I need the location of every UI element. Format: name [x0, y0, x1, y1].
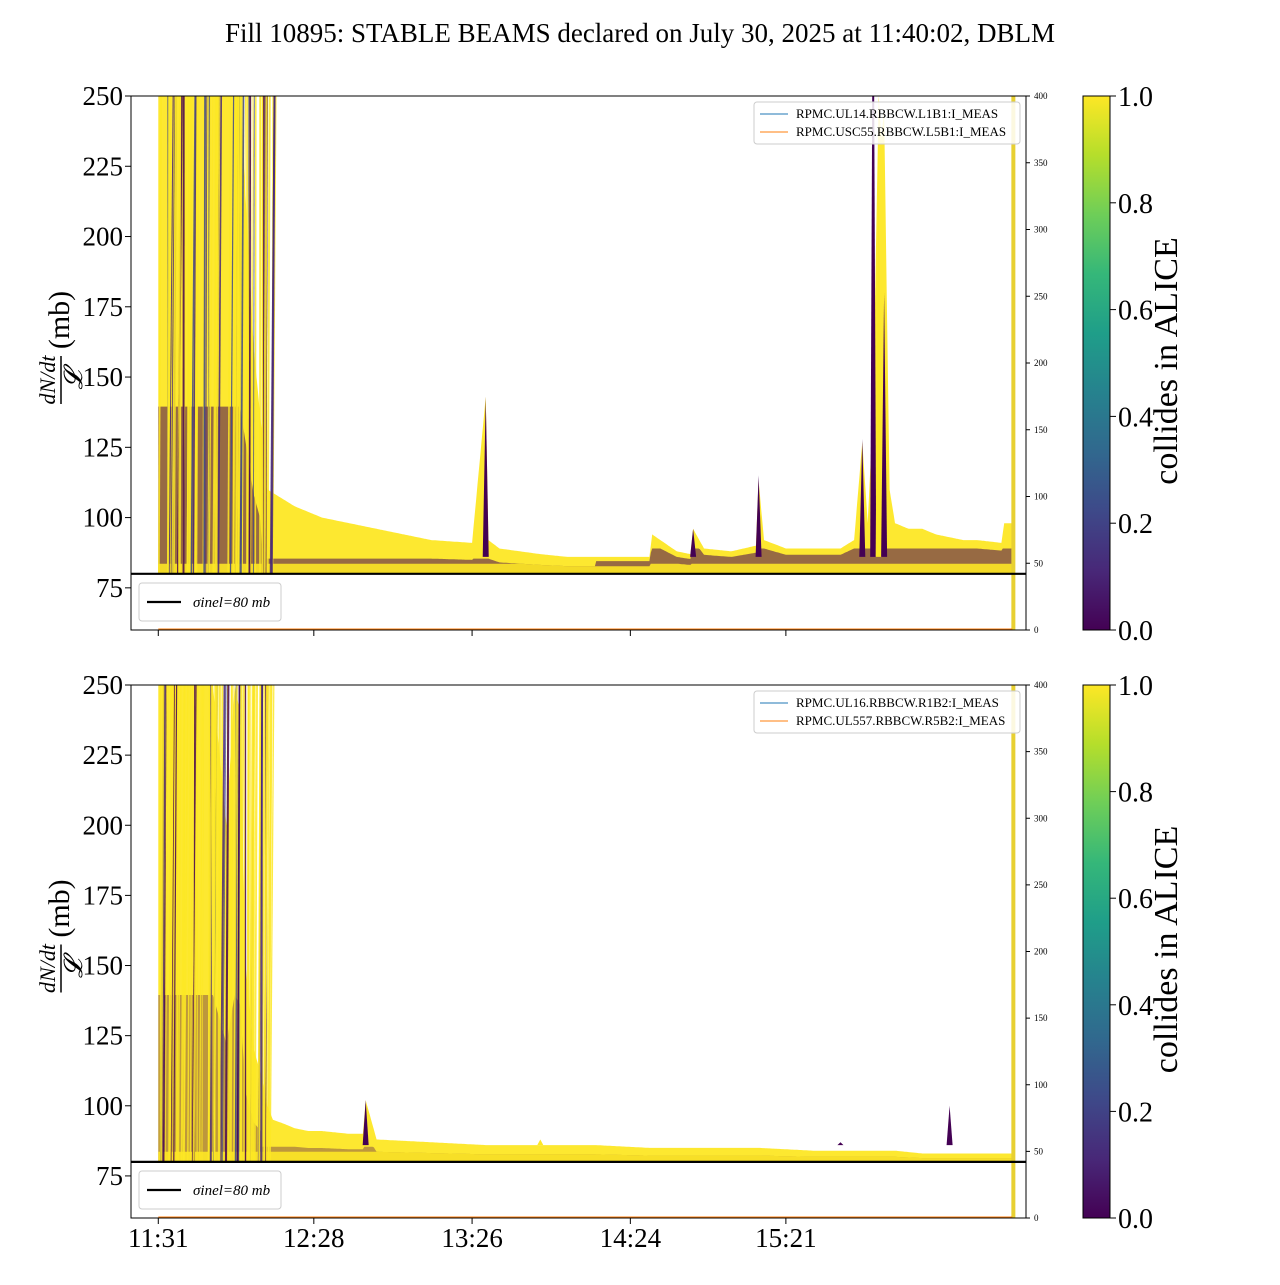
colorbar-tick-label: 0.2 — [1118, 509, 1153, 540]
early-trace — [250, 96, 251, 574]
y-tick-label: 125 — [83, 1021, 124, 1051]
legend-entry: RPMC.USC55.RBBCW.L5B1:I_MEAS — [796, 124, 1006, 139]
colorbar — [1083, 685, 1110, 1218]
y-tick-label: 175 — [83, 880, 124, 910]
y-tick-label: 75 — [96, 1161, 123, 1191]
y-tick-label: 75 — [96, 573, 123, 603]
x-tick-label: 13:26 — [441, 1223, 503, 1253]
early-trace — [219, 685, 220, 1162]
secondary-y-tick-label: 100 — [1034, 492, 1048, 502]
secondary-y-tick-label: 0 — [1034, 625, 1039, 635]
early-trace — [203, 96, 204, 574]
secondary-y-tick-label: 0 — [1034, 1213, 1039, 1223]
secondary-y-tick-label: 300 — [1034, 225, 1048, 235]
secondary-y-tick-label: 300 — [1034, 813, 1048, 823]
sigma-legend-label: σinel=80 mb — [193, 1183, 271, 1199]
x-tick-label: 12:28 — [283, 1223, 345, 1253]
early-trace — [220, 685, 221, 1162]
y-label-numerator: dN/dt — [35, 943, 60, 993]
early-trace — [240, 685, 241, 1162]
secondary-y-tick-label: 350 — [1034, 747, 1048, 757]
secondary-y-tick-label: 350 — [1034, 158, 1048, 168]
top-panel: 75 100 125 150 175 200 225 250 0 50 100 150 200 250 30… — [35, 0, 1185, 647]
secondary-y-tick-label: 50 — [1034, 558, 1044, 568]
y-tick-label: 200 — [83, 222, 124, 252]
colorbar-tick-label: 1.0 — [1118, 82, 1153, 113]
figure-title: Fill 10895: STABLE BEAMS declared on Jul… — [0, 18, 1280, 49]
end-marker — [1011, 685, 1015, 1218]
y-label-unit: (mb) — [43, 879, 76, 937]
legend-entry: RPMC.UL14.RBBCW.L1B1:I_MEAS — [796, 106, 998, 121]
y-tick-label: 125 — [83, 432, 124, 462]
early-trace — [260, 96, 261, 574]
y-tick-label: 225 — [83, 740, 124, 770]
colorbar-label: collides in ALICE — [1148, 826, 1185, 1073]
colorbar-tick-label: 0.0 — [1118, 1204, 1153, 1235]
y-tick-label: 175 — [83, 292, 124, 322]
early-trace — [204, 96, 205, 574]
colorbar-tick-label: 1.0 — [1118, 671, 1153, 702]
y-tick-label: 200 — [83, 810, 124, 840]
secondary-y-tick-label: 50 — [1034, 1146, 1044, 1156]
secondary-y-tick-label: 250 — [1034, 291, 1048, 301]
x-tick-label: 14:24 — [600, 1223, 662, 1253]
early-trace — [255, 96, 256, 574]
y-tick-label: 225 — [83, 151, 124, 181]
secondary-y-tick-label: 200 — [1034, 358, 1048, 368]
colorbar-tick-label: 0.0 — [1118, 616, 1153, 647]
y-tick-label: 150 — [83, 951, 124, 981]
y-label-numerator: dN/dt — [35, 355, 60, 405]
y-tick-label: 100 — [83, 503, 124, 533]
end-marker — [1011, 96, 1015, 630]
sigma-legend-label: σinel=80 mb — [193, 595, 271, 611]
y-tick-label: 250 — [83, 670, 124, 700]
secondary-y-tick-label: 400 — [1034, 91, 1048, 101]
secondary-y-tick-label: 150 — [1034, 425, 1048, 435]
early-trace — [209, 685, 210, 1162]
colorbar-tick-label: 0.8 — [1118, 189, 1153, 220]
y-label-unit: (mb) — [43, 291, 76, 349]
x-tick-label: 15:21 — [755, 1223, 817, 1253]
legend-entry: RPMC.UL16.RBBCW.R1B2:I_MEAS — [796, 695, 999, 710]
early-trace — [179, 96, 180, 574]
secondary-y-tick-label: 200 — [1034, 947, 1048, 957]
secondary-y-tick-label: 150 — [1034, 1013, 1048, 1023]
early-trace — [259, 685, 260, 1162]
early-trace — [188, 96, 189, 574]
secondary-y-tick-label: 100 — [1034, 1080, 1048, 1090]
y-tick-label: 150 — [83, 362, 124, 392]
secondary-y-tick-label: 250 — [1034, 880, 1048, 890]
colorbar-tick-label: 0.2 — [1118, 1097, 1153, 1128]
x-tick-label: 11:31 — [128, 1223, 189, 1253]
y-tick-label: 250 — [83, 81, 124, 111]
colorbar — [1083, 96, 1110, 630]
legend-entry: RPMC.UL557.RBBCW.R5B2:I_MEAS — [796, 713, 1005, 728]
bottom-panel: 75 100 125 150 175 200 225 250 0 50 100 150 200 250 30… — [35, 670, 1185, 1253]
colorbar-label: collides in ALICE — [1148, 237, 1185, 484]
y-tick-label: 100 — [83, 1091, 124, 1121]
secondary-y-tick-label: 400 — [1034, 680, 1048, 690]
colorbar-tick-label: 0.8 — [1118, 778, 1153, 809]
